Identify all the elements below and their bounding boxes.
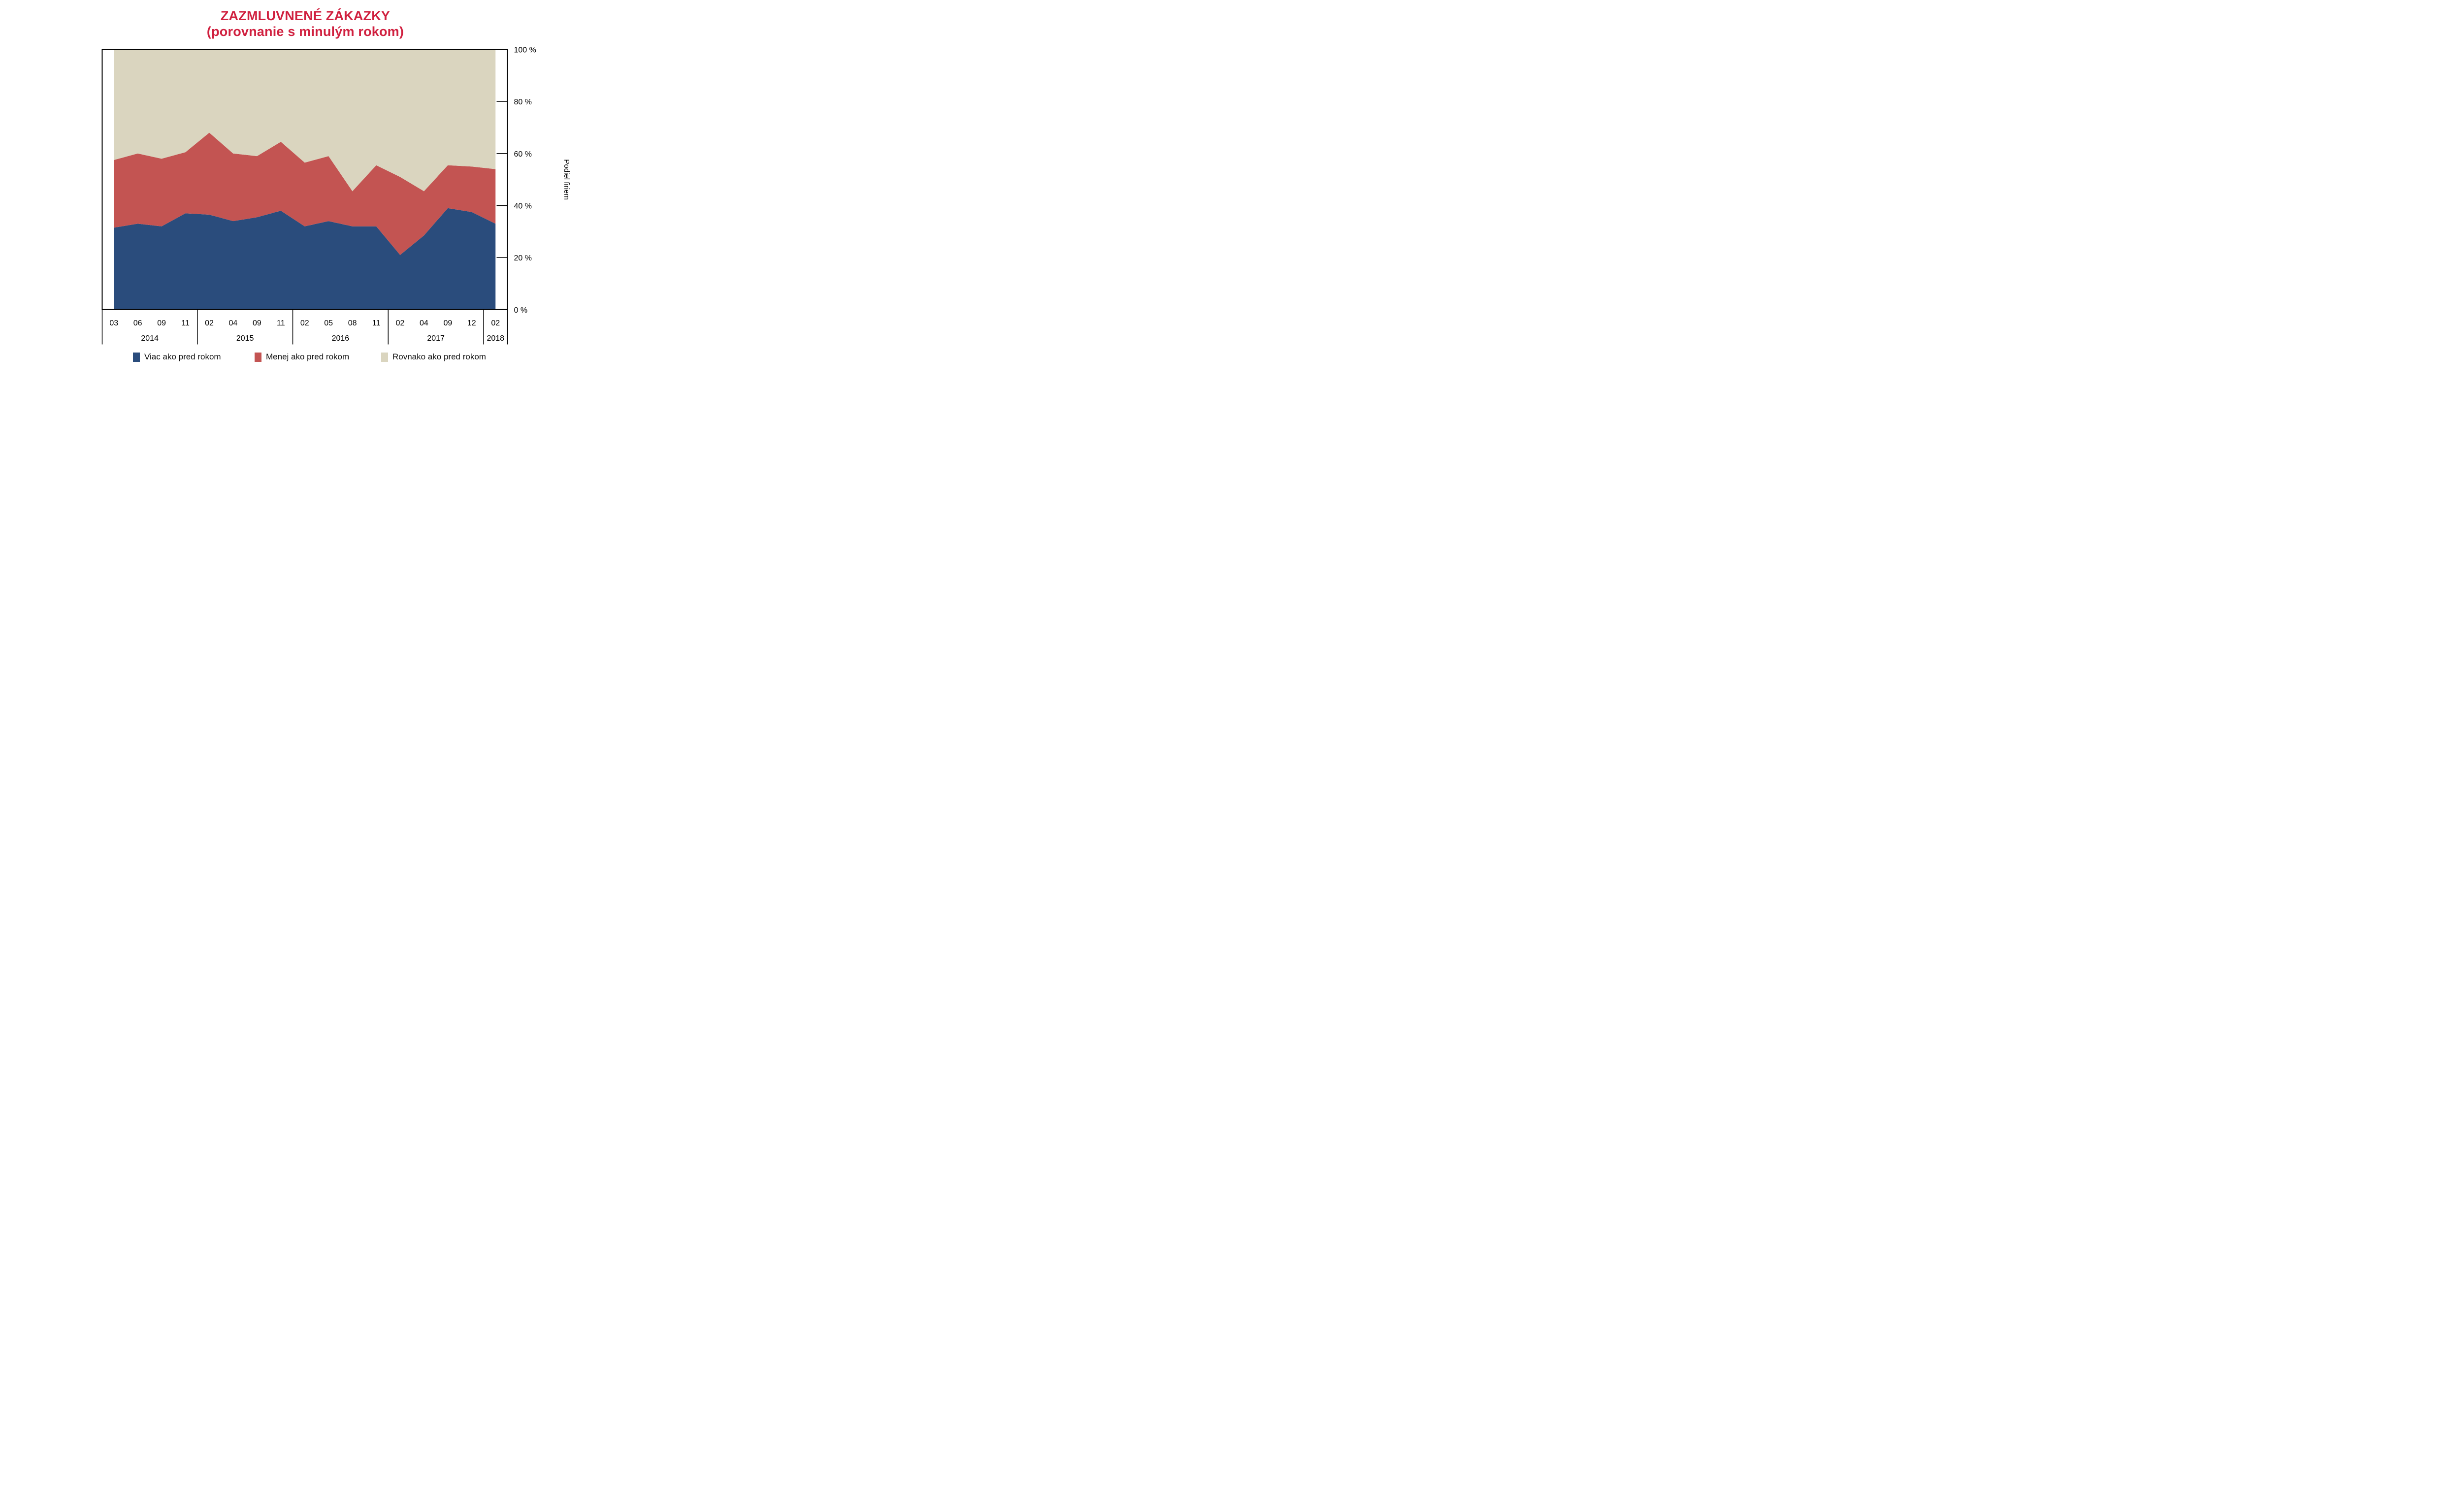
legend-item: Viac ako pred rokom xyxy=(133,352,221,362)
x-year-label: 2015 xyxy=(236,334,254,343)
legend-label: Rovnako ako pred rokom xyxy=(392,352,486,361)
x-month-label: 02 xyxy=(396,319,405,327)
legend: Viac ako pred rokom Menej ako pred rokom R… xyxy=(0,352,611,366)
chart-canvas: ZAZMLUVNENÉ ZÁKAZKY (porovnanie s minulý… xyxy=(0,0,611,378)
x-year-label: 2014 xyxy=(141,334,159,343)
y-tick-label: 20 % xyxy=(514,254,532,262)
x-month-label: 06 xyxy=(133,319,142,327)
chart-title: ZAZMLUVNENÉ ZÁKAZKY (porovnanie s minulý… xyxy=(0,8,611,39)
x-month-label: 02 xyxy=(205,319,214,327)
y-tick-label: 100 % xyxy=(514,46,536,55)
legend-label: Viac ako pred rokom xyxy=(144,352,221,361)
x-month-label: 04 xyxy=(420,319,428,327)
legend-swatch xyxy=(255,352,261,362)
y-tick-label: 80 % xyxy=(514,98,532,106)
x-month-label: 11 xyxy=(372,319,381,327)
legend-item: Rovnako ako pred rokom xyxy=(381,352,486,362)
x-month-label: 03 xyxy=(109,319,118,327)
x-month-label: 05 xyxy=(324,319,333,327)
legend-swatch xyxy=(133,352,140,362)
y-tick-label: 60 % xyxy=(514,150,532,159)
x-month-label: 09 xyxy=(253,319,261,327)
x-year-label: 2016 xyxy=(332,334,350,343)
chart-title-line2: (porovnanie s minulým rokom) xyxy=(206,24,404,39)
legend-label: Menej ako pred rokom xyxy=(266,352,350,361)
x-month-label: 02 xyxy=(491,319,500,327)
x-month-label: 02 xyxy=(300,319,309,327)
stacked-area-chart: 0 % 20 % 40 % 60 % 80 % 100 % Podiel firiem 03 0… xyxy=(101,46,571,345)
x-month-label: 08 xyxy=(348,319,357,327)
x-month-label: 11 xyxy=(277,319,285,327)
x-month-label: 12 xyxy=(467,319,476,327)
plot-frame xyxy=(101,49,508,310)
area-band-menej-ako-pred-rokom xyxy=(114,132,496,255)
legend-swatch xyxy=(381,352,388,362)
x-month-label: 09 xyxy=(443,319,452,327)
x-month-label: 04 xyxy=(229,319,238,327)
area-band-viac-ako-pred-rokom xyxy=(114,208,496,310)
y-tick-label: 40 % xyxy=(514,202,532,210)
legend-item: Menej ako pred rokom xyxy=(255,352,349,362)
x-year-label: 2018 xyxy=(487,334,504,343)
x-year-label: 2017 xyxy=(427,334,445,343)
area-band-rovnako-ako-pred-rokom xyxy=(114,49,496,192)
x-month-label: 11 xyxy=(181,319,190,327)
y-tick-label: 0 % xyxy=(514,306,528,315)
x-month-label: 09 xyxy=(157,319,166,327)
chart-title-line1: ZAZMLUVNENÉ ZÁKAZKY xyxy=(220,8,391,23)
y-axis-title: Podiel firiem xyxy=(562,159,571,200)
